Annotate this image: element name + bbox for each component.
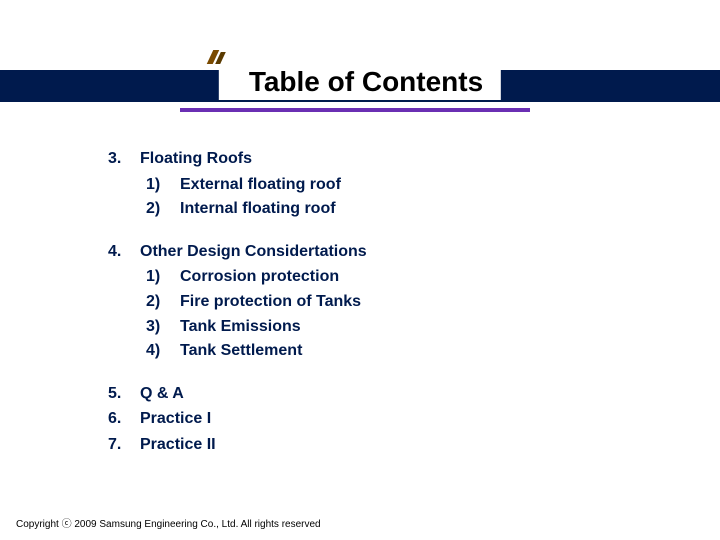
toc-content: 3.Floating Roofs1)External floating roof… — [108, 148, 660, 460]
toc-subitem-number: 1) — [146, 266, 180, 288]
toc-item-label: Floating Roofs — [140, 148, 660, 170]
toc-subitem: 4)Tank Settlement — [146, 340, 660, 362]
toc-subitem-number: 2) — [146, 198, 180, 220]
toc-item-number: 7. — [108, 434, 140, 456]
toc-item: 7.Practice II — [108, 434, 660, 456]
toc-item-label: Practice I — [140, 408, 660, 430]
toc-subitem: 2)Fire protection of Tanks — [146, 291, 660, 313]
toc-subitem-label: Corrosion protection — [180, 266, 339, 288]
toc-item: 6.Practice I — [108, 408, 660, 430]
toc-item-number: 5. — [108, 383, 140, 405]
toc-subitem-number: 3) — [146, 316, 180, 338]
toc-subitem-label: Internal floating roof — [180, 198, 336, 220]
toc-subitem-label: Tank Emissions — [180, 316, 301, 338]
toc-subitem-number: 2) — [146, 291, 180, 313]
toc-subitem: 1)External floating roof — [146, 174, 660, 196]
toc-item-number: 6. — [108, 408, 140, 430]
toc-item-label: Other Design Considertations — [140, 241, 660, 263]
toc-item-label: Practice II — [140, 434, 660, 456]
title-underline — [180, 108, 530, 112]
toc-item-number: 4. — [108, 241, 140, 263]
toc-subitem-label: External floating roof — [180, 174, 341, 196]
toc-subitem-label: Fire protection of Tanks — [180, 291, 361, 313]
toc-subitem: 3)Tank Emissions — [146, 316, 660, 338]
toc-subitem: 2)Internal floating roof — [146, 198, 660, 220]
toc-subitem-number: 4) — [146, 340, 180, 362]
toc-item: 5.Q & A — [108, 383, 660, 405]
toc-item-number: 3. — [108, 148, 140, 170]
page-title: Table of Contents — [249, 66, 483, 97]
toc-item-label: Q & A — [140, 383, 660, 405]
title-wrap: Table of Contents — [219, 64, 501, 100]
slide: Table of Contents 3.Floating Roofs1)Exte… — [0, 0, 720, 540]
toc-subitem-label: Tank Settlement — [180, 340, 302, 362]
copyright-footer: Copyright ⓒ 2009 Samsung Engineering Co.… — [16, 515, 321, 530]
spacer — [108, 365, 660, 383]
toc-subitem-number: 1) — [146, 174, 180, 196]
toc-item: 3.Floating Roofs — [108, 148, 660, 170]
toc-item: 4.Other Design Considertations — [108, 241, 660, 263]
toc-subitem: 1)Corrosion protection — [146, 266, 660, 288]
spacer — [108, 223, 660, 241]
